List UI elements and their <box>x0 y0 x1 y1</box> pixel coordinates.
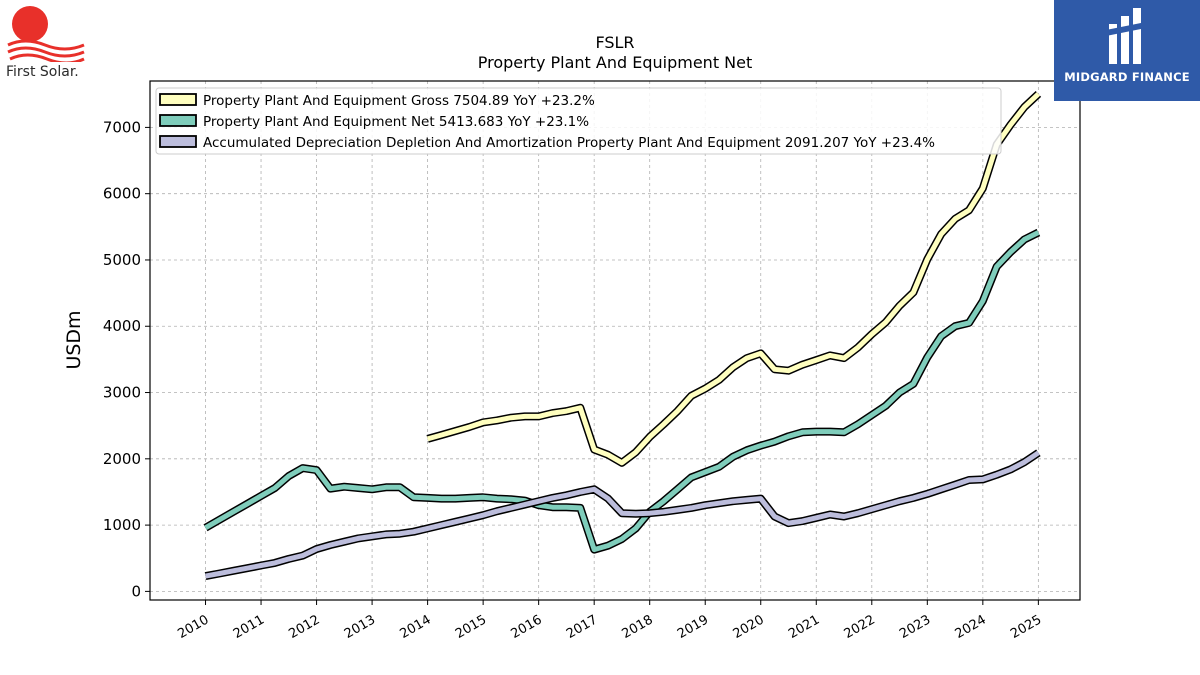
midgard-finance-logo: MIDGARD FINANCE <box>1054 0 1200 101</box>
legend-entry-label: Accumulated Depreciation Depletion And A… <box>203 135 935 151</box>
x-tick-label: 2021 <box>786 612 822 642</box>
x-tick-label: 2024 <box>953 612 989 642</box>
axes: 0 1000 2000 3000 4000 5000 6000 7000 2010 2011 201… <box>103 118 1045 642</box>
x-tick-label: 2023 <box>897 612 933 642</box>
x-tick-label: 2016 <box>508 612 544 642</box>
x-tick-label: 2017 <box>564 612 600 642</box>
y-tick-label: 3000 <box>103 384 141 402</box>
x-tick-label: 2015 <box>453 612 489 642</box>
legend-swatch <box>159 135 197 148</box>
y-tick-label: 4000 <box>103 317 141 335</box>
sun-waves-icon <box>7 6 85 65</box>
chart-subtitle: Property Plant And Equipment Net <box>478 53 753 72</box>
midgard-wordmark: MIDGARD FINANCE <box>1064 70 1190 84</box>
y-tick-label: 5000 <box>103 251 141 269</box>
y-axis-label: USDm <box>63 310 85 369</box>
x-tick-label: 2012 <box>286 612 322 642</box>
plot-frame <box>149 80 1081 601</box>
y-tick-label: 6000 <box>103 185 141 203</box>
first-solar-logo: First Solar. <box>0 0 100 85</box>
legend-entry-label: Property Plant And Equipment Net 5413.68… <box>203 114 589 130</box>
x-tick-label: 2020 <box>731 612 767 642</box>
series-line-0 <box>426 92 1041 466</box>
legend-swatch <box>159 93 197 106</box>
series-line-2 <box>205 450 1040 579</box>
chart-title: FSLR <box>595 33 634 52</box>
midgard-emblem-icon <box>1106 8 1146 64</box>
x-tick-label: 2022 <box>842 612 878 642</box>
series-line-1 <box>204 230 1040 553</box>
series-line-outline-1 <box>203 228 1041 554</box>
x-tick-label: 2010 <box>175 612 211 642</box>
x-tick-label: 2013 <box>342 612 378 642</box>
legend-swatch <box>159 114 197 127</box>
y-tick-label: 7000 <box>103 118 141 136</box>
legend: Property Plant And Equipment Gross 7504.… <box>155 87 1002 155</box>
x-tick-label: 2014 <box>397 612 433 642</box>
x-tick-label: 2019 <box>675 612 711 642</box>
series-lines <box>203 90 1042 581</box>
x-tick-label: 2025 <box>1008 612 1044 642</box>
y-tick-label: 0 <box>131 582 141 600</box>
first-solar-wordmark: First Solar. <box>6 64 79 80</box>
y-tick-label: 2000 <box>103 450 141 468</box>
y-tick-label: 1000 <box>103 516 141 534</box>
x-tick-label: 2018 <box>620 612 656 642</box>
legend-entry-label: Property Plant And Equipment Gross 7504.… <box>203 93 595 109</box>
legend-frame <box>155 87 1002 155</box>
x-tick-label: 2011 <box>231 612 267 642</box>
